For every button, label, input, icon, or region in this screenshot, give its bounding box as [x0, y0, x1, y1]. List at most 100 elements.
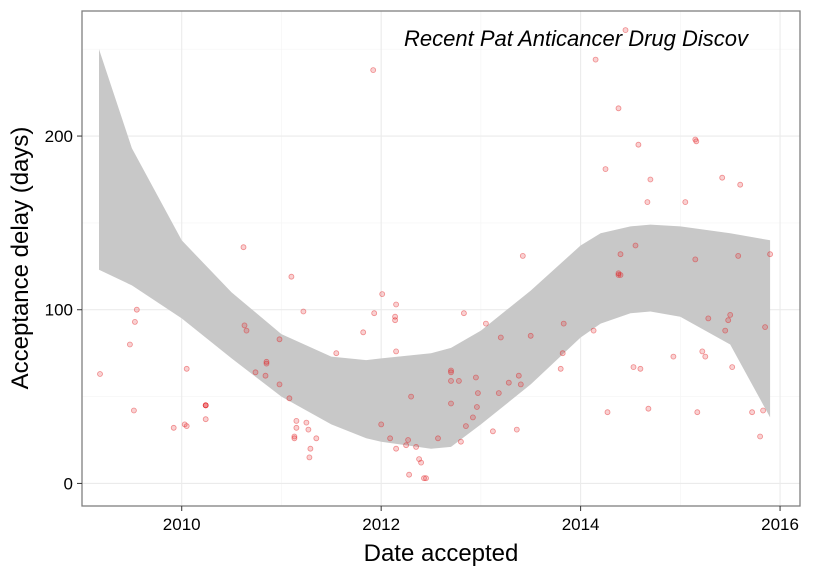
data-point [413, 443, 420, 450]
data-point [252, 369, 259, 376]
data-point [495, 390, 502, 397]
data-point [519, 252, 526, 259]
data-point [527, 332, 534, 339]
data-point [473, 404, 480, 410]
data-point [262, 372, 269, 379]
x-tick-label: 2012 [362, 515, 400, 534]
data-point [590, 327, 597, 334]
data-point [602, 166, 609, 173]
data-point [240, 244, 247, 251]
data-point [645, 405, 652, 412]
data-point [403, 442, 410, 449]
data-point [455, 377, 462, 384]
data-point [288, 273, 295, 280]
data-point [333, 350, 340, 357]
data-point [202, 402, 209, 409]
data-point [243, 327, 250, 334]
data-point [371, 310, 378, 317]
data-point [392, 317, 399, 324]
data-point [615, 270, 622, 277]
data-point [557, 365, 564, 372]
data-point [126, 341, 133, 348]
data-point [448, 369, 454, 376]
data-point [497, 334, 504, 341]
data-point [423, 475, 429, 482]
data-point [692, 136, 699, 143]
data-point [435, 435, 441, 442]
data-point [469, 414, 476, 421]
data-point [393, 445, 400, 452]
data-point [418, 459, 425, 466]
data-point [291, 435, 298, 442]
data-point [97, 371, 103, 377]
data-point [767, 251, 773, 258]
x-tick-label: 2010 [163, 515, 201, 534]
data-point [592, 56, 599, 63]
data-point [406, 471, 413, 478]
data-point [416, 456, 423, 463]
data-point [462, 423, 469, 430]
data-point [693, 138, 700, 145]
data-point [293, 417, 300, 424]
data-point [757, 433, 763, 440]
x-tick-label: 2014 [562, 515, 600, 534]
data-point [735, 252, 742, 259]
data-point [705, 315, 712, 322]
data-point [515, 372, 522, 379]
y-axis-ticks: 0 100 200 [45, 127, 82, 493]
data-point [632, 242, 639, 249]
data-point [702, 353, 709, 360]
data-point [183, 423, 190, 430]
data-point [393, 348, 400, 355]
data-point [387, 435, 394, 442]
data-point [393, 301, 400, 308]
data-point [305, 426, 312, 433]
data-point [489, 428, 496, 435]
data-point [202, 402, 209, 409]
data-point [670, 353, 677, 360]
confidence-ribbon [99, 49, 771, 449]
data-point [457, 438, 464, 445]
data-point [517, 381, 524, 388]
data-point [474, 390, 481, 397]
data-point [306, 454, 313, 461]
data-point [405, 437, 412, 443]
x-tick-label: 2016 [761, 515, 799, 534]
data-point [170, 424, 177, 431]
data-point [303, 419, 310, 426]
data-point [276, 336, 283, 343]
data-point [472, 374, 479, 381]
data-point [241, 322, 248, 329]
data-point [635, 141, 642, 148]
data-point [448, 400, 454, 407]
data-point [604, 409, 611, 416]
data-point [392, 313, 399, 320]
data-point [130, 407, 137, 414]
data-point [408, 393, 415, 400]
y-axis-title: Acceptance delay (days) [7, 127, 34, 390]
data-point [622, 27, 629, 34]
data-point [617, 272, 624, 278]
data-point [448, 367, 454, 374]
data-point [263, 360, 270, 367]
data-point [644, 199, 651, 206]
data-point [378, 421, 385, 428]
data-point [737, 181, 744, 188]
data-point [263, 358, 270, 365]
data-point [722, 327, 729, 334]
data-point [560, 320, 567, 327]
x-axis-title: Date accepted [364, 540, 519, 567]
data-point [559, 350, 566, 357]
data-point [692, 256, 699, 263]
data-point [762, 324, 768, 331]
data-point [729, 364, 736, 371]
data-point [682, 199, 689, 206]
panel-title: Recent Pat Anticancer Drug Discov [404, 26, 750, 51]
data-point [291, 433, 298, 440]
data-point [482, 320, 489, 327]
data-point [760, 407, 766, 414]
data-point [183, 365, 190, 372]
data-point [505, 379, 512, 386]
x-axis-ticks: 2010 2012 2014 2016 [163, 506, 799, 534]
